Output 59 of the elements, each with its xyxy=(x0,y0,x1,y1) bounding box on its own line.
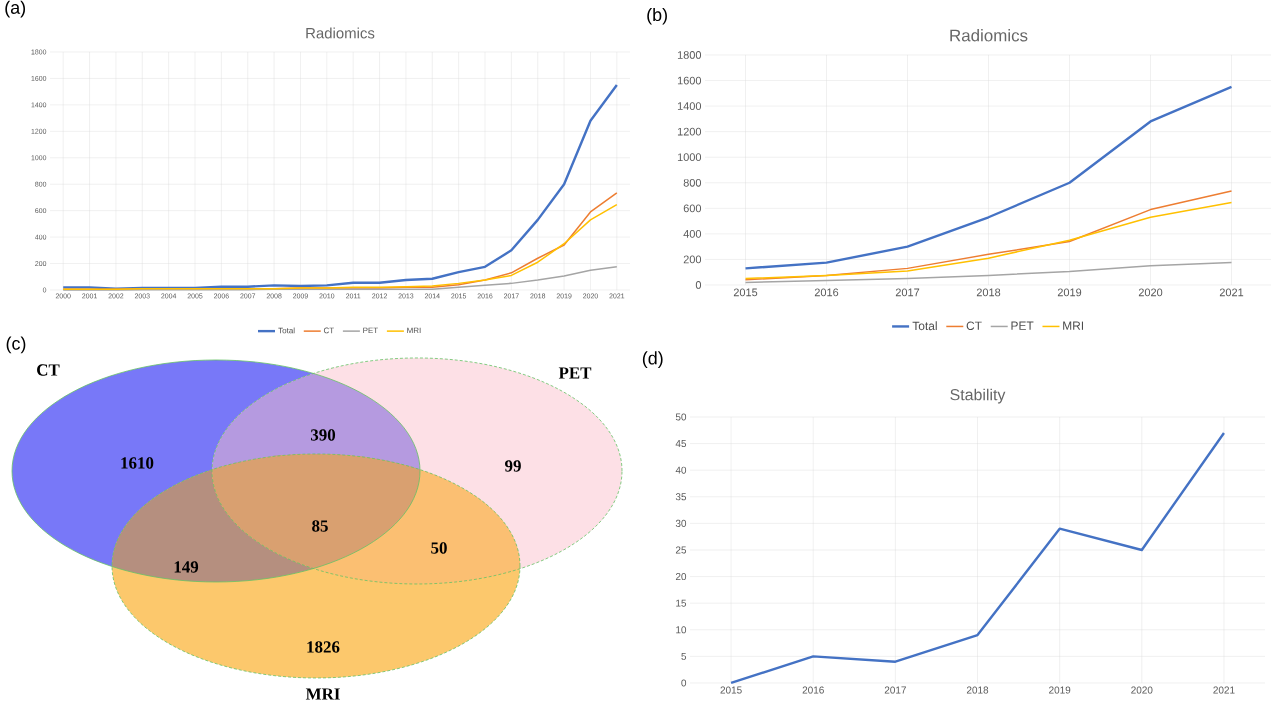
y-tick-label: 0 xyxy=(695,281,702,289)
y-tick-label: 0 xyxy=(681,679,687,687)
x-tick-label: 2019 xyxy=(1049,686,1071,694)
y-tick-label: 1400 xyxy=(677,102,702,110)
y-tick-label: 10 xyxy=(676,626,687,634)
y-tick-label: 1000 xyxy=(677,153,702,162)
x-tick-label: 2017 xyxy=(895,288,920,297)
chart-title: Stability xyxy=(950,388,1006,404)
y-tick-label: 400 xyxy=(683,230,702,238)
x-tick-label: 2020 xyxy=(1138,288,1163,297)
y-tick-label: 30 xyxy=(675,519,687,527)
text: 1826 xyxy=(307,641,340,653)
legend-label: MRI xyxy=(1063,321,1084,330)
y-tick-label: 25 xyxy=(675,546,687,554)
text: (d) xyxy=(642,351,663,369)
x-tick-label: 2015 xyxy=(733,288,758,297)
category-label: CT xyxy=(37,364,60,376)
y-tick-label: 20 xyxy=(675,573,687,581)
y-tick-label: 600 xyxy=(683,204,702,213)
x-tick-label: 2017 xyxy=(884,686,906,694)
x-tick-label: 2021 xyxy=(1213,686,1235,694)
x-tick-label: 2015 xyxy=(720,686,742,694)
line-series xyxy=(729,431,1226,685)
legend-label: PET xyxy=(1011,321,1034,330)
legend-label: Total xyxy=(912,321,937,331)
chart-title: Radiomics xyxy=(306,27,375,39)
text: 85 xyxy=(312,520,328,532)
y-tick-label: 50 xyxy=(675,413,687,421)
line-series xyxy=(744,261,1233,284)
category-label: PET xyxy=(558,367,592,379)
legend-label: CT xyxy=(966,321,982,330)
y-tick-label: 5 xyxy=(681,652,687,660)
text: (c) xyxy=(6,336,26,354)
x-tick-label: 2018 xyxy=(976,288,1001,297)
x-tick-label: 2021 xyxy=(1219,288,1244,297)
text: 50 xyxy=(431,542,447,554)
text: 390 xyxy=(310,429,336,441)
line-series xyxy=(744,85,1233,270)
y-tick-label: 800 xyxy=(683,178,702,187)
y-tick-label: 35 xyxy=(675,493,687,501)
chart-title: Radiomics xyxy=(950,29,1028,42)
text: (b) xyxy=(647,7,667,25)
y-tick-label: 1800 xyxy=(677,51,702,59)
x-tick-label: 2018 xyxy=(966,686,989,694)
x-tick-label: 2016 xyxy=(802,686,824,694)
y-tick-label: 1200 xyxy=(677,127,702,136)
x-tick-label: 2019 xyxy=(1057,288,1082,297)
category-label: MRI xyxy=(305,688,340,700)
y-tick-label: 200 xyxy=(683,255,702,264)
text: 99 xyxy=(505,460,521,472)
y-tick-label: 40 xyxy=(675,466,687,474)
y-tick-label: 45 xyxy=(675,440,687,448)
y-tick-label: 1600 xyxy=(677,76,702,85)
text: 1610 xyxy=(121,457,154,469)
text: (a) xyxy=(5,0,26,18)
x-tick-label: 2020 xyxy=(1131,686,1153,694)
y-tick-label: 15 xyxy=(676,599,687,607)
text: 149 xyxy=(174,561,199,573)
x-tick-label: 2016 xyxy=(814,288,839,297)
